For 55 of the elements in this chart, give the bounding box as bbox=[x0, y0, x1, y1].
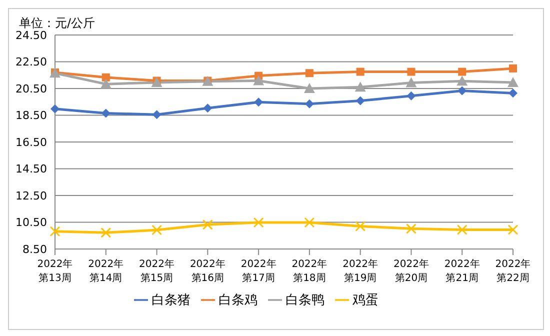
y-tick-label: 16.50 bbox=[16, 136, 47, 149]
x-tick-label: 2022年第17周 bbox=[240, 258, 276, 284]
x-tick-label: 2022年第16周 bbox=[190, 258, 226, 284]
point bbox=[355, 221, 366, 232]
point bbox=[305, 69, 314, 78]
y-tick-label: 24.50 bbox=[16, 28, 47, 42]
point bbox=[253, 75, 264, 86]
point bbox=[102, 73, 110, 82]
y-tick-label: 14.50 bbox=[16, 162, 47, 176]
point bbox=[100, 227, 112, 238]
y-tick-label: 18.50 bbox=[16, 109, 47, 122]
x-tick-label: 2022年第18周 bbox=[292, 258, 328, 284]
point bbox=[203, 104, 212, 113]
y-tick-label: 12.50 bbox=[16, 189, 47, 202]
point bbox=[356, 68, 364, 76]
legend-label: 白条猪 bbox=[152, 293, 190, 308]
x-tick-label: 2022年第21周 bbox=[444, 258, 480, 284]
point bbox=[508, 88, 518, 98]
y-tick-label: 20.50 bbox=[16, 82, 47, 96]
point bbox=[253, 217, 264, 228]
point bbox=[50, 104, 60, 114]
x-tick-label: 2022年第20周 bbox=[393, 258, 429, 284]
point bbox=[152, 224, 162, 236]
x-tick-label: 2022年第14周 bbox=[88, 258, 124, 284]
chart-subtitle: 单位：元/公斤 bbox=[19, 15, 96, 30]
point bbox=[202, 219, 213, 230]
point bbox=[100, 78, 112, 89]
point bbox=[152, 110, 162, 120]
point bbox=[406, 223, 416, 234]
legend-label: 鸡蛋 bbox=[352, 293, 378, 308]
y-tick-label: 10.50 bbox=[16, 216, 47, 230]
point bbox=[406, 91, 416, 100]
point bbox=[458, 68, 466, 76]
x-tick-label: 2022年第15周 bbox=[139, 258, 175, 284]
point bbox=[456, 224, 468, 235]
point bbox=[509, 64, 517, 72]
point bbox=[304, 217, 315, 228]
x-tick-label: 2022年第19周 bbox=[342, 258, 378, 284]
point bbox=[407, 68, 416, 76]
point bbox=[508, 76, 518, 87]
point bbox=[356, 96, 365, 106]
x-tick-label: 2022年第13周 bbox=[37, 258, 73, 284]
y-tick-label: 22.50 bbox=[16, 56, 47, 69]
point bbox=[101, 108, 110, 118]
point bbox=[304, 83, 315, 93]
legend-label: 白条鸭 bbox=[286, 293, 324, 308]
point bbox=[50, 226, 60, 237]
point bbox=[458, 86, 467, 96]
point bbox=[456, 76, 468, 86]
x-tick-label: 2022年第22周 bbox=[495, 258, 531, 284]
point bbox=[354, 82, 366, 92]
y-tick-label: 8.50 bbox=[22, 242, 47, 256]
point bbox=[406, 77, 417, 88]
legend-label: 白条鸡 bbox=[218, 293, 258, 308]
point bbox=[508, 224, 518, 235]
